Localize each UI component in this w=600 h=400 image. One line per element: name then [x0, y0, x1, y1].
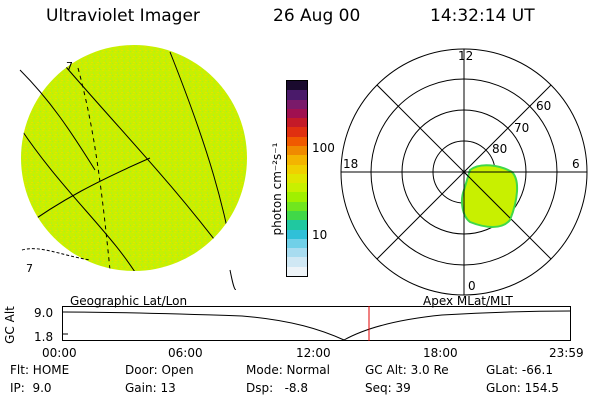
colorbar-band [287, 210, 307, 221]
time-tick-2: 12:00 [296, 346, 331, 360]
colorbar-band [287, 90, 307, 100]
colorbar-band [287, 164, 307, 174]
colorbar-band [287, 183, 307, 193]
geo-map-label: Geographic Lat/Lon [70, 294, 188, 308]
status-seq: Seq: 39 [365, 381, 411, 395]
uv-image-disk [21, 45, 247, 271]
colorbar-band [287, 220, 307, 230]
header-date: 26 Aug 00 [273, 6, 361, 26]
app-title: Ultraviolet Imager [46, 6, 200, 26]
colorbar-tick-100: 100 [312, 141, 335, 155]
colorbar-band [287, 266, 307, 276]
time-tick-0: 00:00 [42, 346, 77, 360]
lat-label-70: 70 [514, 121, 529, 135]
colorbar-band [287, 173, 307, 184]
colorbar-band [287, 192, 307, 202]
colorbar-band [287, 108, 307, 119]
mlt-label-12: 12 [458, 49, 473, 63]
status-dsp: Dsp: -8.8 [246, 381, 309, 395]
status-glon: GLon: 154.5 [486, 381, 559, 395]
altitude-axis-label: GC Alt [3, 306, 17, 344]
colorbar-band [287, 145, 307, 156]
colorbar-band [287, 81, 307, 91]
mlt-label-6: 6 [572, 157, 580, 171]
auroral-oval-region [461, 164, 518, 228]
status-mode: Mode: Normal [246, 363, 330, 377]
colorbar-band [287, 155, 307, 165]
polar-map-label: Apex MLat/MLT [423, 294, 513, 308]
colorbar-band [287, 201, 307, 211]
status-flight: Flt: HOME [10, 363, 70, 377]
lat-label-60: 60 [536, 99, 551, 113]
header-time: 14:32:14 UT [430, 6, 535, 26]
altitude-y-top: 9.0 [34, 306, 54, 320]
colorbar-band [287, 118, 307, 128]
altitude-y-bottom: 1.8 [34, 330, 54, 344]
colorbar-band [287, 238, 307, 249]
altitude-strip-plot [62, 306, 571, 341]
mlt-label-18: 18 [343, 157, 358, 171]
altitude-curve [62, 310, 571, 341]
polar-mlat-mlt-plot: 12 18 6 0 60 70 80 [340, 48, 588, 296]
status-ip: IP: 9.0 [10, 381, 52, 395]
geographic-map: 7 7 [19, 45, 247, 290]
colorbar-band [287, 248, 307, 258]
status-door: Door: Open [125, 363, 194, 377]
colorbar-band [287, 229, 307, 239]
colorbar-tick-10: 10 [312, 228, 328, 242]
colorbar-band [287, 127, 307, 137]
geo-tick-bottom: 7 [26, 262, 33, 275]
time-tick-3: 18:00 [423, 346, 458, 360]
time-tick-4: 23:59 [549, 346, 584, 360]
colorbar-band [287, 99, 307, 109]
mlt-label-0: 0 [468, 279, 476, 293]
colorbar-band [287, 136, 307, 146]
status-gc-alt: GC Alt: 3.0 Re [365, 363, 449, 377]
status-glat: GLat: -66.1 [486, 363, 553, 377]
colorbar-unit-label: photon cm⁻²s⁻¹ [270, 142, 284, 236]
time-tick-1: 06:00 [168, 346, 203, 360]
colorbar-band [287, 257, 307, 267]
colorbar [286, 80, 308, 277]
status-gain: Gain: 13 [125, 381, 176, 395]
geo-tick-top: 7 [66, 60, 73, 73]
lat-label-80: 80 [492, 142, 507, 156]
